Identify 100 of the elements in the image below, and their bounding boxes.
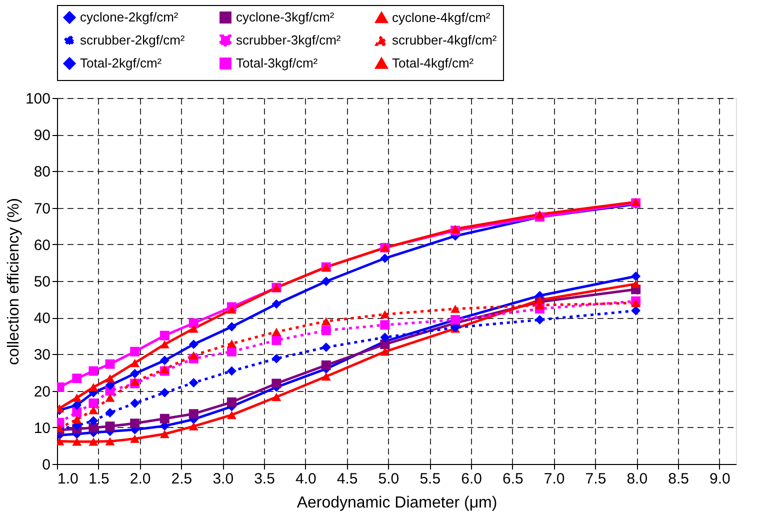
legend-label: Total-2kgf/cm² — [80, 56, 162, 70]
point — [130, 398, 140, 408]
point — [188, 318, 198, 328]
point — [321, 342, 331, 352]
point — [160, 365, 170, 374]
point — [272, 299, 282, 309]
point — [130, 434, 140, 443]
legend-label: cyclone-3kgf/cm² — [236, 10, 335, 25]
point — [130, 368, 140, 378]
point — [272, 354, 282, 364]
point — [72, 400, 82, 410]
point — [160, 340, 170, 348]
point — [72, 407, 82, 417]
y-tick-label: 80 — [34, 164, 50, 181]
legend-label: Total-3kgf/cm² — [236, 56, 318, 70]
y-tick-label: 50 — [34, 274, 50, 290]
point — [160, 356, 170, 366]
x-tick-label: 2.0 — [130, 470, 151, 488]
point — [105, 394, 115, 402]
point — [535, 315, 544, 325]
point — [160, 330, 170, 340]
y-tick-label: 60 — [34, 236, 50, 254]
point — [380, 340, 390, 350]
x-tick-label: 8.0 — [626, 470, 648, 488]
point — [226, 410, 236, 420]
point — [380, 332, 390, 342]
point — [105, 422, 115, 432]
point — [88, 406, 98, 414]
point — [226, 346, 236, 356]
point — [226, 397, 236, 407]
x-tick-label: 9.0 — [710, 470, 730, 488]
point — [226, 322, 236, 332]
point — [321, 372, 331, 381]
point — [321, 326, 331, 336]
point — [188, 409, 198, 419]
y-tick-label: 70 — [34, 200, 50, 218]
y-tick-label: 10 — [34, 420, 50, 437]
point — [380, 348, 390, 356]
point — [72, 394, 82, 402]
point — [226, 339, 236, 348]
point — [272, 392, 282, 402]
point — [88, 398, 98, 408]
point — [160, 388, 170, 398]
x-tick-label: 2.5 — [171, 470, 192, 488]
point — [72, 374, 82, 384]
point — [631, 272, 641, 281]
point — [105, 437, 115, 446]
x-tick-label: 7.5 — [585, 470, 606, 488]
point — [631, 298, 641, 308]
point — [272, 336, 282, 346]
legend-label: Total-4kgf/cm² — [392, 56, 474, 70]
point — [88, 366, 98, 376]
point — [631, 280, 641, 288]
x-tick-label: 5.5 — [420, 470, 441, 488]
point — [130, 418, 140, 428]
point — [130, 358, 140, 368]
y-tick-label: 90 — [34, 127, 50, 144]
legend-label: scrubber-4kgf/cm² — [392, 32, 498, 48]
point — [72, 415, 82, 424]
legend-label: cyclone-4kgf/cm² — [392, 10, 491, 25]
point — [226, 366, 236, 376]
x-tick-label: 5.0 — [378, 470, 400, 488]
point — [72, 438, 82, 446]
point — [450, 304, 460, 313]
point — [105, 408, 115, 418]
x-tick-label: 3.5 — [254, 470, 275, 488]
point — [160, 414, 170, 424]
x-tick-label: 6.0 — [461, 470, 482, 488]
point — [160, 430, 170, 438]
point — [272, 328, 282, 336]
x-tick-label: 8.5 — [668, 470, 689, 488]
point — [88, 438, 98, 446]
point — [105, 374, 115, 382]
x-tick-label: 7.0 — [544, 470, 565, 488]
point — [188, 340, 198, 350]
point — [188, 422, 198, 430]
point — [105, 359, 115, 369]
x-tick-label: 4.5 — [336, 470, 358, 488]
point — [130, 378, 140, 386]
point — [188, 378, 198, 388]
y-tick-label: 40 — [34, 310, 50, 328]
y-tick-label: 100 — [25, 90, 50, 108]
point — [380, 254, 390, 264]
point — [88, 423, 98, 433]
legend-label: scrubber-2kgf/cm² — [80, 32, 186, 48]
point — [321, 276, 331, 286]
y-axis-title: collection efficiency (%) — [5, 198, 22, 365]
point — [321, 360, 331, 370]
point — [188, 324, 198, 333]
y-tick-label: 30 — [34, 346, 50, 364]
x-tick-label: 3.0 — [212, 470, 234, 488]
point — [380, 310, 390, 318]
point — [130, 346, 140, 356]
x-tick-label: 1.0 — [58, 470, 78, 488]
point — [380, 320, 390, 330]
x-tick-label: 1.5 — [88, 470, 110, 488]
x-axis-title: Aerodynamic Diameter (μm) — [296, 494, 498, 512]
y-tick-label: 20 — [34, 383, 50, 400]
legend-label: cyclone-2kgf/cm² — [80, 10, 179, 25]
legend-label: scrubber-3kgf/cm² — [236, 32, 342, 48]
